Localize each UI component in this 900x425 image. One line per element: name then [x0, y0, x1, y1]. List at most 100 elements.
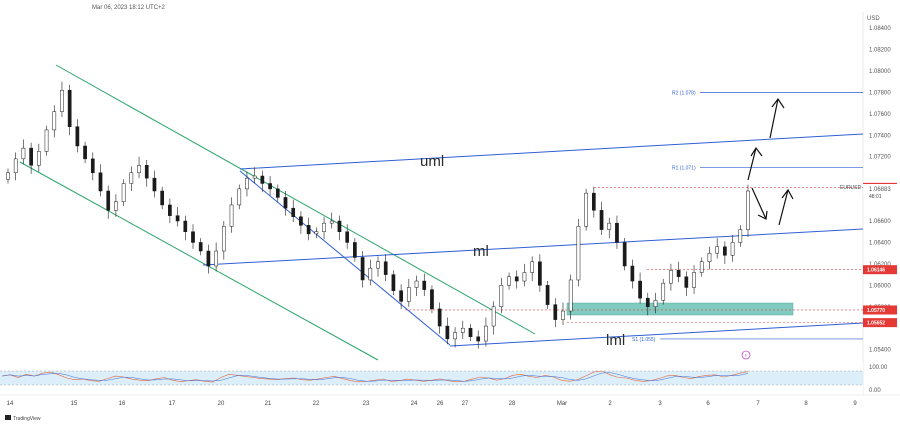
candle-92 [715, 238, 720, 259]
time-tick-13: 2 [608, 401, 612, 407]
candle-52 [406, 278, 411, 307]
price-tick-5: 1.07400 [869, 133, 891, 139]
candle-45 [353, 238, 357, 262]
candle-25 [198, 238, 203, 256]
level-label-3: 1.05652 [867, 321, 885, 327]
candle-22 [175, 207, 180, 227]
candle-27 [214, 242, 218, 272]
lower-median-line [449, 322, 864, 347]
rsi-band [0, 371, 863, 385]
candle-38 [299, 211, 303, 234]
wedge-line-upper [239, 170, 451, 346]
candle-66 [514, 270, 519, 289]
candle-93 [723, 241, 727, 264]
countdown-label: 48:01 [869, 194, 882, 200]
candle-56 [437, 302, 442, 334]
rsi-line [1, 370, 749, 383]
time-tick-2: 16 [119, 401, 126, 407]
price-tick-1: 1.08200 [869, 48, 891, 54]
candle-42 [329, 212, 334, 229]
candle-36 [283, 191, 288, 216]
candle-18 [144, 159, 149, 187]
pivot-label-2: S1 (1.055) [632, 337, 656, 343]
time-tick-9: 26 [437, 401, 444, 407]
projection-arrows [747, 97, 794, 226]
time-tick-16: 7 [756, 401, 760, 407]
time-tick-11: 28 [509, 401, 516, 407]
price-tick-12: 1.05400 [869, 348, 891, 354]
rsi-pane: 100.00 0.00 ⚡ [0, 350, 900, 396]
lml-label: lml [606, 332, 625, 349]
price-tick-6: 1.07200 [869, 155, 891, 161]
candle-68 [530, 256, 535, 282]
candle-78 [607, 217, 612, 239]
candle-49 [383, 254, 388, 282]
candle-17 [137, 156, 141, 179]
level-label-2: 1.05770 [867, 308, 885, 314]
time-tick-18: 9 [853, 401, 857, 407]
alert-icon[interactable] [741, 350, 751, 360]
candle-9 [75, 119, 80, 153]
candle-10 [83, 141, 87, 164]
candle-69 [538, 254, 542, 292]
candle-47 [368, 259, 373, 286]
price-tick-10: 1.06000 [869, 283, 891, 289]
candle-94 [730, 234, 735, 262]
arrow-up-3 [769, 97, 785, 139]
level-badge-1 [863, 265, 897, 275]
candle-63 [491, 301, 496, 335]
time-tick-8: 24 [411, 401, 418, 407]
price-tick-2: 1.08000 [869, 69, 891, 75]
candle-39 [306, 217, 311, 241]
time-tick-14: 3 [658, 401, 662, 407]
candle-46 [360, 251, 365, 288]
demand-zone [566, 302, 794, 316]
candle-21 [168, 198, 172, 224]
candle-70 [545, 281, 550, 309]
time-tick-6: 22 [313, 401, 320, 407]
candle-53 [414, 275, 419, 297]
candle-26 [206, 244, 211, 274]
level-label-1: 1.06146 [867, 268, 885, 274]
rsi-signal-line [1, 372, 749, 382]
time-tick-3: 17 [169, 401, 176, 407]
arrow-up-2 [778, 188, 794, 226]
candle-29 [229, 197, 234, 233]
candle-35 [275, 184, 280, 202]
candle-33 [260, 170, 265, 193]
candle-73 [568, 274, 573, 320]
symbol-tag: EURUSD [840, 185, 862, 191]
candle-8 [67, 84, 72, 136]
pivot-label-1: R1 (1.071) [672, 165, 696, 171]
price-tick-4: 1.07600 [869, 112, 891, 118]
candle-30 [237, 184, 242, 210]
candle-62 [484, 317, 488, 347]
time-tick-12: Mar [557, 401, 567, 407]
level-badge-2 [863, 305, 897, 315]
candle-15 [121, 179, 126, 207]
candle-61 [476, 330, 481, 349]
candles [6, 81, 750, 349]
falling-channel-lower [19, 161, 379, 361]
time-tick-7: 23 [363, 401, 370, 407]
candle-28 [221, 221, 226, 260]
candle-2 [21, 139, 26, 165]
candle-31 [245, 171, 249, 197]
candle-7 [60, 81, 64, 118]
candle-13 [106, 185, 111, 219]
time-tick-5: 21 [265, 401, 272, 407]
candle-48 [376, 256, 380, 277]
candle-76 [591, 186, 596, 218]
svg-text:⚡: ⚡ [744, 353, 748, 359]
candle-11 [90, 152, 95, 181]
time-tick-1: 15 [71, 401, 78, 407]
candle-55 [430, 285, 434, 314]
candle-20 [160, 186, 165, 210]
rsi-tick-0: 0.00 [869, 388, 881, 394]
time-tick-10: 27 [462, 401, 469, 407]
falling-channel-upper [55, 64, 536, 335]
candle-6 [52, 105, 57, 138]
candle-81 [630, 259, 635, 289]
pivot-label-0: R2 (1.078) [672, 90, 696, 96]
